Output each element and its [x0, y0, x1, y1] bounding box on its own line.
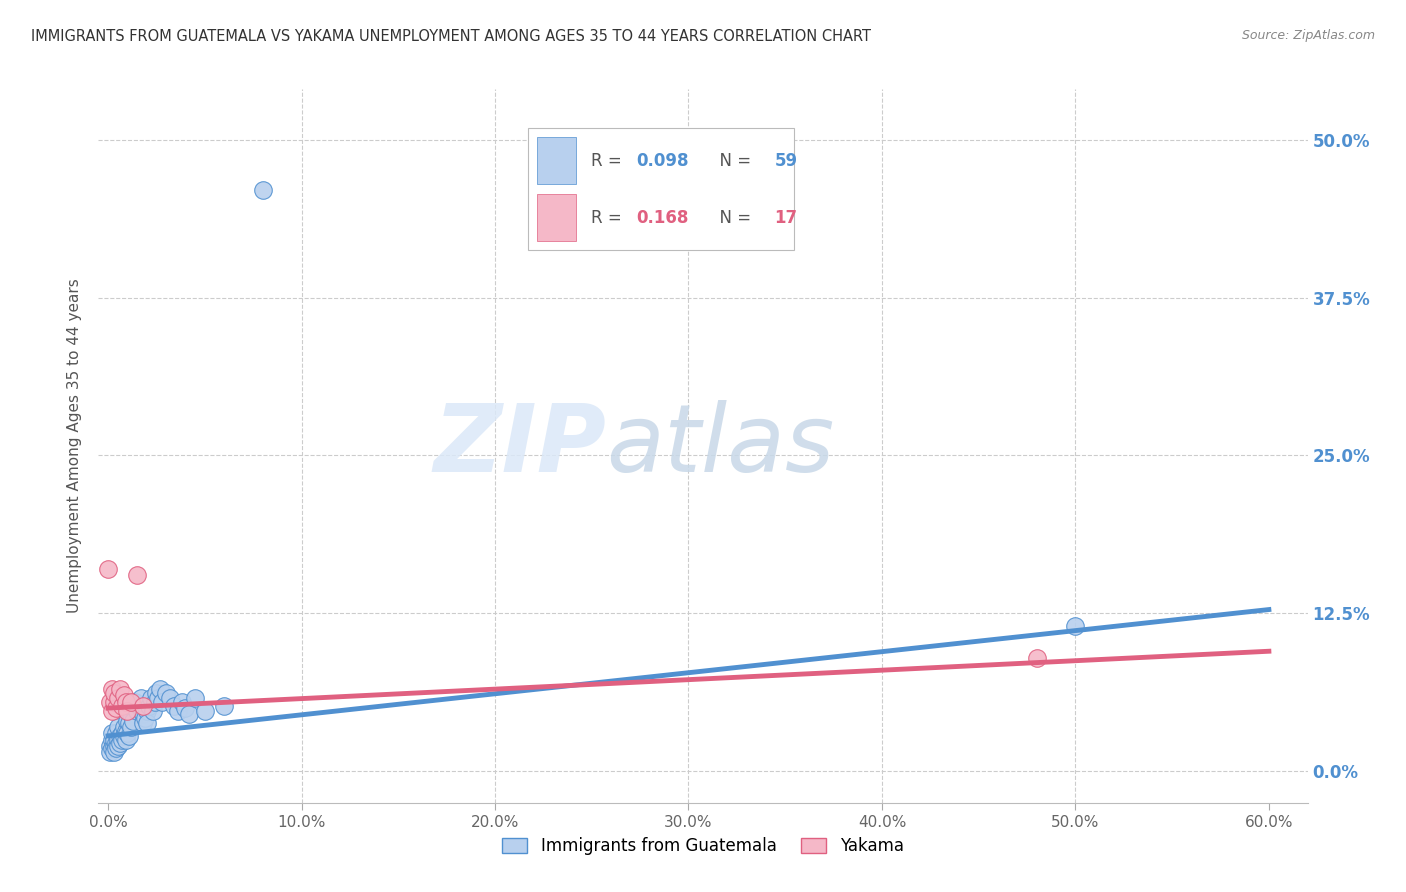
Point [128, 698, 150, 713]
Point [98, 695, 121, 709]
Text: Source: ZipAtlas.com: Source: ZipAtlas.com [1241, 29, 1375, 43]
Point [107, 732, 129, 747]
Point [155, 686, 177, 700]
Text: R =: R = [591, 209, 627, 227]
Text: atlas: atlas [606, 401, 835, 491]
Y-axis label: Unemployment Among Ages 35 to 44 years: Unemployment Among Ages 35 to 44 years [67, 278, 83, 614]
Point [170, 695, 193, 709]
Point [184, 690, 207, 705]
Point [145, 686, 167, 700]
Point [98, 745, 121, 759]
Point [111, 732, 134, 747]
Point [132, 707, 155, 722]
Point [120, 695, 142, 709]
Point [114, 732, 136, 747]
Point [148, 690, 170, 705]
Point [104, 736, 127, 750]
Point [104, 701, 127, 715]
Point [1064, 619, 1087, 633]
Point [112, 729, 135, 743]
Text: 59: 59 [775, 152, 797, 169]
Legend: Immigrants from Guatemala, Yakama: Immigrants from Guatemala, Yakama [502, 837, 904, 855]
Point [107, 739, 129, 753]
Point [111, 726, 134, 740]
Point [98, 739, 121, 753]
Point [117, 714, 139, 728]
Point [118, 729, 141, 743]
Point [107, 690, 129, 705]
Text: IMMIGRANTS FROM GUATEMALA VS YAKAMA UNEMPLOYMENT AMONG AGES 35 TO 44 YEARS CORRE: IMMIGRANTS FROM GUATEMALA VS YAKAMA UNEM… [31, 29, 870, 45]
Text: R =: R = [591, 152, 627, 169]
Point [108, 736, 131, 750]
Point [127, 568, 149, 582]
Point [120, 720, 142, 734]
Point [101, 726, 124, 740]
Point [129, 690, 152, 705]
Point [104, 726, 127, 740]
Point [104, 741, 127, 756]
Text: N =: N = [709, 209, 756, 227]
Point [101, 741, 124, 756]
Point [108, 682, 131, 697]
Point [103, 745, 125, 759]
Point [114, 723, 136, 738]
Point [103, 695, 125, 709]
Point [101, 682, 124, 697]
Point [118, 716, 141, 731]
Point [135, 716, 157, 731]
Point [117, 726, 139, 740]
Point [135, 704, 157, 718]
Point [159, 690, 181, 705]
Point [122, 714, 145, 728]
Text: N =: N = [709, 152, 756, 169]
Point [132, 716, 155, 731]
Point [101, 704, 124, 718]
Point [194, 704, 217, 718]
Point [112, 720, 135, 734]
Point [139, 690, 162, 705]
Point [122, 701, 145, 715]
Point [143, 695, 166, 709]
Point [107, 720, 129, 734]
Text: ZIP: ZIP [433, 400, 606, 492]
FancyBboxPatch shape [527, 128, 793, 250]
Point [117, 704, 139, 718]
Text: 0.098: 0.098 [637, 152, 689, 169]
Point [124, 695, 146, 709]
Point [111, 698, 134, 713]
Point [149, 682, 172, 697]
Point [103, 732, 125, 747]
Point [120, 707, 142, 722]
Point [179, 707, 201, 722]
Point [174, 701, 197, 715]
Point [134, 711, 156, 725]
Text: 0.168: 0.168 [637, 209, 689, 227]
Point [132, 698, 155, 713]
Point [127, 704, 149, 718]
Point [101, 732, 124, 747]
Point [212, 698, 235, 713]
FancyBboxPatch shape [537, 137, 576, 184]
Text: 17: 17 [775, 209, 797, 227]
Point [163, 698, 186, 713]
Point [142, 704, 165, 718]
Point [252, 183, 274, 197]
Point [103, 686, 125, 700]
Point [150, 695, 173, 709]
FancyBboxPatch shape [537, 194, 576, 241]
Point [112, 689, 135, 703]
Point [1025, 650, 1047, 665]
Point [114, 695, 136, 709]
Point [108, 729, 131, 743]
Point [103, 739, 125, 753]
Point [166, 704, 188, 718]
Point [138, 698, 160, 713]
Point [97, 562, 120, 576]
